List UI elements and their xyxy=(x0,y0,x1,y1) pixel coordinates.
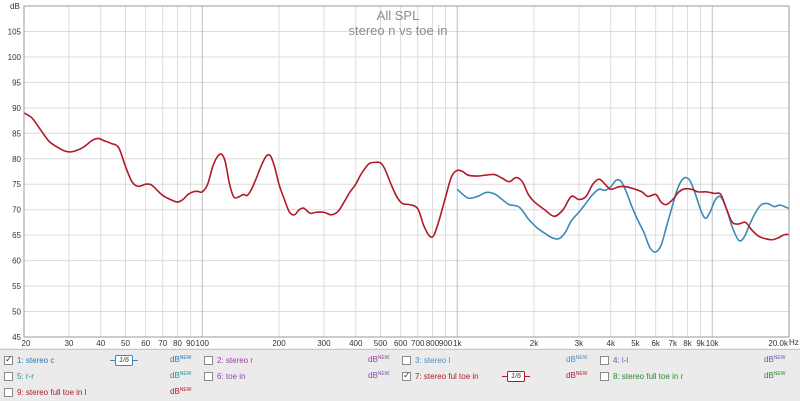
y-tick-label: 90 xyxy=(12,104,21,113)
x-tick-label: 400 xyxy=(349,339,363,348)
y-axis-label: dB xyxy=(10,2,20,11)
y-tick-label: 105 xyxy=(8,27,22,36)
legend-db-button-4[interactable]: dBNEW xyxy=(764,355,786,364)
legend-db-button-8[interactable]: dBNEW xyxy=(764,371,786,380)
y-tick-labels: 45 50 55 60 65 70 75 80 85 90 95 100 105 xyxy=(8,27,22,342)
y-tick-label: 45 xyxy=(12,333,21,342)
legend-label-4: 4: l-l xyxy=(613,355,629,365)
legend-checkbox-1[interactable] xyxy=(4,354,13,365)
legend-smoothing-swatch-7[interactable]: 1/6 xyxy=(502,370,530,382)
y-tick-label: 95 xyxy=(12,78,21,87)
legend-db-button-9[interactable]: dBNEW xyxy=(170,387,192,396)
y-tick-label: 65 xyxy=(12,231,21,240)
x-tick-label: 700 xyxy=(411,339,425,348)
y-tick-label: 100 xyxy=(8,53,22,62)
legend-label-8: 8: stereo full toe in r xyxy=(613,371,684,381)
plot-area[interactable]: 45 50 55 60 65 70 75 80 85 90 95 100 105 20 30 40 50 60 7… xyxy=(0,0,800,348)
legend-checkbox-7[interactable] xyxy=(402,370,411,381)
y-tick-label: 55 xyxy=(12,282,21,291)
x-tick-label: 70 xyxy=(158,339,167,348)
legend-db-button-5[interactable]: dBNEW xyxy=(170,371,192,380)
grid-lines xyxy=(24,6,789,337)
y-tick-label: 50 xyxy=(12,308,21,317)
series-layer xyxy=(23,112,790,253)
legend-item-2: 2: stereo r xyxy=(204,353,253,367)
legend-smoothing-swatch-1[interactable]: 1/6 xyxy=(110,354,138,366)
plot-border xyxy=(23,5,790,338)
x-tick-label: 20 xyxy=(22,339,31,348)
y-tick-label: 60 xyxy=(12,257,21,266)
x-tick-label: 100 xyxy=(196,339,210,348)
legend-db-button-7[interactable]: dBNEW xyxy=(566,371,588,380)
legend-label-5: 5: r-r xyxy=(17,371,34,381)
x-tick-label: 10k xyxy=(706,339,720,348)
legend-item-8: 8: stereo full toe in r xyxy=(600,369,683,383)
legend-label-7: 7: stereo ful toe in xyxy=(415,371,479,381)
legend-db-button-6[interactable]: dBNEW xyxy=(368,371,390,380)
legend-item-5: 5: r-r xyxy=(4,369,34,383)
legend-checkbox-6[interactable] xyxy=(204,371,213,381)
legend-item-4: 4: l-l xyxy=(600,353,628,367)
legend-panel: 1: stereo c 1/6 dBNEW 2: stereo r dBNEW 3: st… xyxy=(0,349,800,401)
x-tick-label: 1k xyxy=(453,339,462,348)
legend-checkbox-4[interactable] xyxy=(600,355,609,365)
legend-db-button-3[interactable]: dBNEW xyxy=(566,355,588,364)
legend-item-6: 6: toe in xyxy=(204,369,245,383)
legend-db-button-2[interactable]: dBNEW xyxy=(368,355,390,364)
x-tick-label: 4k xyxy=(607,339,616,348)
x-tick-label: 90 xyxy=(186,339,195,348)
legend-checkbox-3[interactable] xyxy=(402,355,411,365)
x-tick-label: 6k xyxy=(651,339,660,348)
legend-item-3: 3: stereo l xyxy=(402,353,450,367)
x-tick-label: 60 xyxy=(141,339,150,348)
legend-checkbox-9[interactable] xyxy=(4,387,13,397)
x-tick-label: 20.0k xyxy=(768,339,789,348)
y-tick-label: 85 xyxy=(12,129,21,138)
legend-db-button-1[interactable]: dBNEW xyxy=(170,355,192,364)
x-tick-label: 9k xyxy=(696,339,705,348)
x-tick-labels: 20 30 40 50 60 70 80 90 100 200 300 400 500 600 700 800… xyxy=(22,339,789,348)
legend-item-9: 9: stereo full toe in l xyxy=(4,385,86,399)
x-tick-label: 3k xyxy=(575,339,584,348)
x-tick-label: 80 xyxy=(173,339,182,348)
legend-label-1: 1: stereo c xyxy=(17,355,55,365)
legend-checkbox-8[interactable] xyxy=(600,371,609,381)
x-tick-label: 30 xyxy=(64,339,73,348)
chart-title: All SPL xyxy=(377,8,420,23)
x-tick-label: 40 xyxy=(96,339,105,348)
x-tick-label: 5k xyxy=(631,339,640,348)
y-tick-label: 75 xyxy=(12,180,21,189)
legend-checkbox-5[interactable] xyxy=(4,371,13,381)
x-tick-label: 300 xyxy=(317,339,331,348)
series-line-2 xyxy=(23,112,790,241)
x-tick-label: 8k xyxy=(683,339,692,348)
legend-item-1: 1: stereo c xyxy=(4,353,54,367)
legend-checkbox-2[interactable] xyxy=(204,355,213,365)
x-tick-label: 2k xyxy=(530,339,539,348)
x-tick-label: 600 xyxy=(394,339,408,348)
x-tick-label: 200 xyxy=(272,339,286,348)
y-tick-label: 80 xyxy=(12,155,21,164)
chart-subtitle: stereo n vs toe in xyxy=(349,23,448,38)
x-tick-label: 500 xyxy=(374,339,388,348)
legend-label-6: 6: toe in xyxy=(217,371,246,381)
legend-item-7: 7: stereo ful toe in xyxy=(402,369,479,383)
x-tick-label: 900 xyxy=(439,339,453,348)
x-tick-label: 50 xyxy=(121,339,130,348)
y-tick-label: 70 xyxy=(12,206,21,215)
x-axis-unit: Hz xyxy=(789,338,799,347)
x-tick-label: 800 xyxy=(426,339,440,348)
series-line-1 xyxy=(456,176,790,253)
legend-label-3: 3: stereo l xyxy=(415,355,451,365)
spl-chart[interactable]: 45 50 55 60 65 70 75 80 85 90 95 100 105 20 30 40 50 60 7… xyxy=(0,0,800,348)
legend-label-9: 9: stereo full toe in l xyxy=(17,387,87,397)
x-tick-label: 7k xyxy=(669,339,678,348)
legend-label-2: 2: stereo r xyxy=(217,355,254,365)
